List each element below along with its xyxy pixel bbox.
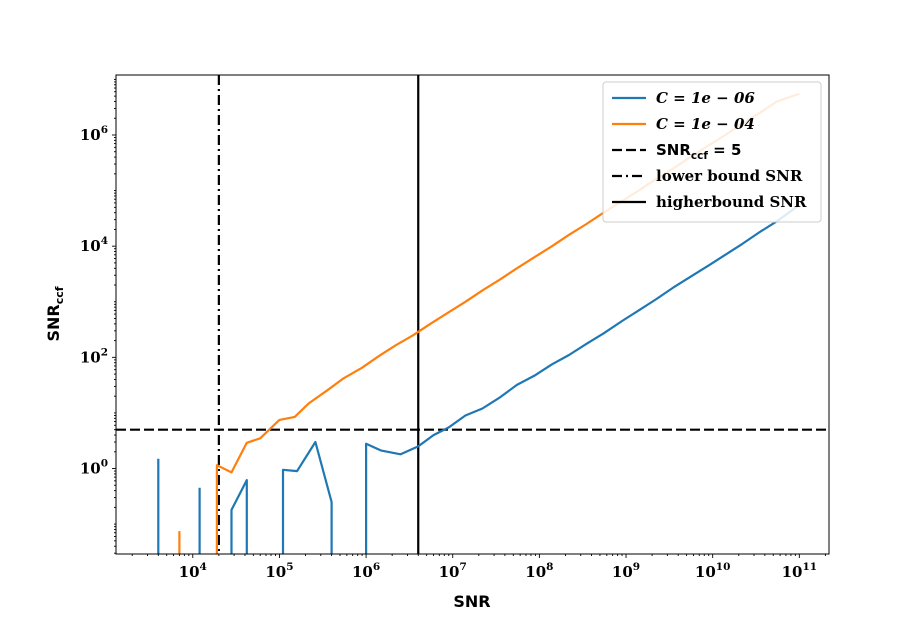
series-1-segment-3 [230, 479, 248, 554]
x-tick-base: 10 [695, 563, 716, 581]
x-tick-label: 1011 [782, 561, 818, 581]
x-tick-label: 1010 [695, 561, 731, 581]
y-axis-title: SNRccf [44, 286, 66, 341]
y-axis-title-main: SNR [44, 304, 63, 341]
y-tick-exponent: 6 [101, 124, 108, 136]
legend-label-5: higherbound SNR [656, 193, 807, 211]
x-tick-base: 10 [352, 563, 373, 581]
y-axis-title-sub: ccf [53, 286, 66, 304]
x-tick-exponent: 8 [546, 561, 553, 573]
x-tick-base: 10 [439, 563, 460, 581]
x-tick-exponent: 7 [460, 561, 467, 573]
x-tick-exponent: 11 [802, 561, 817, 573]
legend-label-1: C = 1e − 06 [656, 89, 755, 107]
x-tick-label: 106 [352, 561, 380, 581]
legend-label-text: lower bound SNR [656, 167, 803, 185]
y-tick-base: 10 [80, 348, 101, 366]
x-tick-base: 10 [782, 563, 803, 581]
legend-label-2: C = 1e − 04 [656, 115, 755, 133]
y-tick-label: 104 [80, 235, 108, 255]
y-tick-base: 10 [80, 237, 101, 255]
x-tick-label: 104 [179, 561, 207, 581]
y-tick-base: 10 [80, 126, 101, 144]
x-tick-exponent: 5 [286, 561, 293, 573]
x-tick-base: 10 [179, 563, 200, 581]
x-tick-exponent: 6 [373, 561, 380, 573]
legend-label-after: = 5 [708, 141, 741, 159]
legend-label-text: C = 1e − 04 [656, 115, 755, 133]
x-axis-ticks: 104 105 106 107 108 109 1010 1011 [131, 554, 826, 581]
x-tick-base: 10 [265, 563, 286, 581]
legend: C = 1e − 06 C = 1e − 04 SNRccf = 5 lower bo… [602, 81, 822, 223]
x-tick-label: 107 [439, 561, 467, 581]
x-tick-base: 10 [612, 563, 633, 581]
y-tick-exponent: 4 [101, 235, 108, 247]
legend-label-4: lower bound SNR [656, 167, 803, 185]
series-1-segment-5 [365, 204, 800, 554]
y-tick-base: 10 [80, 460, 101, 478]
x-tick-exponent: 10 [716, 561, 731, 573]
legend-label-3: SNRccf = 5 [656, 141, 741, 162]
legend-label-text: higherbound SNR [656, 193, 807, 211]
y-tick-exponent: 0 [101, 458, 108, 470]
legend-label-sub: ccf [691, 150, 708, 162]
x-tick-label: 105 [265, 561, 293, 581]
x-axis-title: SNR [453, 592, 490, 611]
x-tick-exponent: 9 [633, 561, 640, 573]
series-1-segment-4 [281, 440, 333, 554]
x-tick-exponent: 4 [200, 561, 207, 573]
legend-box [602, 81, 822, 223]
y-tick-label: 102 [80, 346, 108, 366]
y-tick-exponent: 2 [101, 346, 108, 358]
x-tick-label: 109 [612, 561, 640, 581]
x-tick-label: 108 [525, 561, 553, 581]
legend-label-text: C = 1e − 06 [656, 89, 755, 107]
legend-label-text: SNR [656, 141, 691, 159]
reference-lines [116, 75, 829, 554]
y-tick-label: 106 [80, 124, 108, 144]
x-tick-base: 10 [525, 563, 546, 581]
y-tick-label: 100 [80, 458, 108, 478]
